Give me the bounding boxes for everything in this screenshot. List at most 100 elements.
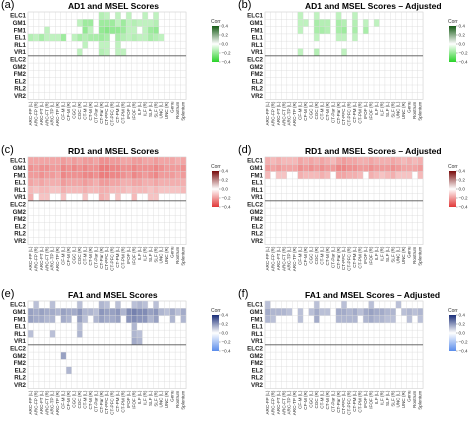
heatmap-cell — [346, 164, 353, 172]
heatmap-svg: ELC1GM1FM1EL1RL1VR1ELC2GM2FM2EL2RL2VR2AR… — [247, 11, 469, 126]
heatmap-cell — [28, 178, 34, 187]
heatmap-cell — [314, 301, 320, 309]
heatmap-cell — [71, 308, 78, 316]
heatmap-cell — [308, 157, 315, 165]
heatmap-cell — [406, 171, 413, 179]
heatmap-cell — [109, 171, 116, 179]
heatmap-cell — [28, 157, 34, 165]
row-tick-label: RL2 — [251, 375, 263, 382]
column-tick-label: CT-Par (R) — [99, 390, 104, 413]
heatmap-cell — [297, 308, 304, 316]
heatmap-cell — [308, 164, 315, 172]
column-tick-label: SLF (R) — [390, 246, 395, 263]
column-tick-label: CGC (R) — [77, 101, 82, 119]
heatmap-cell — [38, 186, 45, 194]
heatmap-cell — [303, 157, 309, 165]
heatmap-cell — [374, 171, 380, 179]
heatmap-cell — [28, 315, 34, 323]
heatmap-cell — [98, 308, 105, 316]
heatmap-cell — [153, 193, 159, 201]
column-tick-label: SLF (L) — [385, 390, 390, 406]
column-tick-label: CT-PM (L) — [115, 390, 120, 412]
row-tick-label: GM2 — [250, 209, 264, 216]
row-tick-label: ELC1 — [247, 13, 263, 20]
heatmap-cell — [363, 315, 369, 323]
heatmap-cell — [297, 19, 304, 27]
column-tick-label: CT-PFC (L) — [341, 101, 346, 125]
row-tick-label: GM1 — [13, 20, 27, 27]
column-tick-label: Rostrum — [412, 101, 417, 119]
heatmap-cell — [77, 48, 83, 56]
heatmap-cell — [401, 164, 407, 172]
heatmap-cell — [297, 171, 304, 179]
heatmap-cell — [93, 178, 99, 187]
legend-tick-label: 0.2 — [459, 322, 466, 327]
heatmap-cell — [324, 19, 331, 27]
heatmap-cell — [169, 315, 176, 323]
heatmap-cell — [324, 308, 331, 316]
legend-tick-label: 0.0 — [459, 331, 466, 336]
column-tick-label: CT-Par (R) — [336, 246, 341, 269]
heatmap-cell — [126, 178, 132, 187]
heatmap-cell — [175, 157, 181, 165]
heatmap-cell — [104, 26, 110, 34]
column-tick-label: SLF (R) — [153, 101, 158, 118]
heatmap-cell — [297, 315, 304, 323]
row-tick-label: VR2 — [14, 93, 27, 100]
column-tick-label: ARC-TP (R) — [292, 246, 297, 271]
column-tick-label: CF-M (R) — [303, 101, 308, 121]
column-tick-label: ARC-TP (R) — [55, 390, 60, 415]
heatmap-cell — [357, 164, 364, 172]
column-tick-label: CT-PFC (R) — [347, 390, 352, 415]
column-tick-label: CT-M (L) — [82, 101, 87, 120]
column-tick-label: IFOF (R) — [368, 246, 373, 265]
heatmap-cell — [115, 171, 121, 179]
heatmap-cell — [297, 157, 304, 165]
heatmap-cell — [93, 157, 99, 165]
legend-tick-label: 0.4 — [222, 24, 229, 29]
heatmap-cell — [357, 308, 364, 316]
heatmap-cell — [346, 171, 353, 179]
column-tick-label: Splenium — [181, 390, 186, 409]
legend-tick-label: −0.4 — [459, 60, 469, 65]
column-tick-label: CT-PFC (L) — [104, 101, 109, 125]
heatmap-cell — [308, 308, 315, 316]
column-tick-label: SLF (L) — [148, 246, 153, 262]
row-tick-label: ELC2 — [247, 56, 263, 63]
heatmap-svg: ELC1GM1FM1EL1RL1VR1ELC2GM2FM2EL2RL2VR2AR… — [10, 11, 231, 126]
column-tick-label: ILF (R) — [379, 390, 384, 405]
heatmap-cell — [314, 48, 320, 56]
heatmap-cell — [60, 164, 67, 172]
heatmap-cell — [49, 308, 56, 316]
heatmap-cell — [60, 157, 67, 165]
heatmap-cell — [98, 26, 105, 34]
row-tick-label: VR2 — [251, 238, 264, 245]
heatmap-cell — [153, 186, 159, 194]
heatmap-cell — [104, 186, 110, 194]
heatmap-cell — [126, 164, 132, 172]
column-tick-label: CGC (L) — [72, 390, 77, 408]
heatmap-panel: (b) AD1 and MSEL Scores – Adjusted ELC1 GM1… — [237, 0, 474, 144]
column-tick-label: UNC (R) — [164, 101, 169, 119]
column-tick-label: UNC (R) — [164, 246, 169, 264]
column-tick-label: Splenium — [181, 246, 186, 265]
heatmap-cell — [98, 164, 105, 172]
column-tick-label: IFOF (L) — [363, 246, 368, 264]
heatmap-cell — [87, 19, 94, 27]
column-tick-label: SLF (L) — [385, 101, 390, 117]
row-tick-label: GM1 — [13, 165, 27, 172]
heatmap-cell — [98, 12, 105, 20]
heatmap-cell — [417, 164, 424, 172]
heatmap-cell — [98, 41, 105, 49]
heatmap-cell — [77, 315, 83, 323]
heatmap-cell — [142, 301, 148, 309]
heatmap-svg: ELC1GM1FM1EL1RL1VR1ELC2GM2FM2EL2RL2VR2AR… — [10, 156, 231, 271]
column-tick-label: ILF (R) — [142, 390, 147, 405]
heatmap-cell — [55, 171, 61, 179]
heatmap-cell — [104, 178, 110, 187]
column-tick-label: CGC (R) — [314, 101, 319, 119]
column-tick-label: CT-M (R) — [325, 390, 330, 409]
row-tick-label: EL1 — [15, 324, 27, 331]
heatmap-cell — [115, 301, 121, 309]
heatmap-cell — [352, 315, 358, 323]
